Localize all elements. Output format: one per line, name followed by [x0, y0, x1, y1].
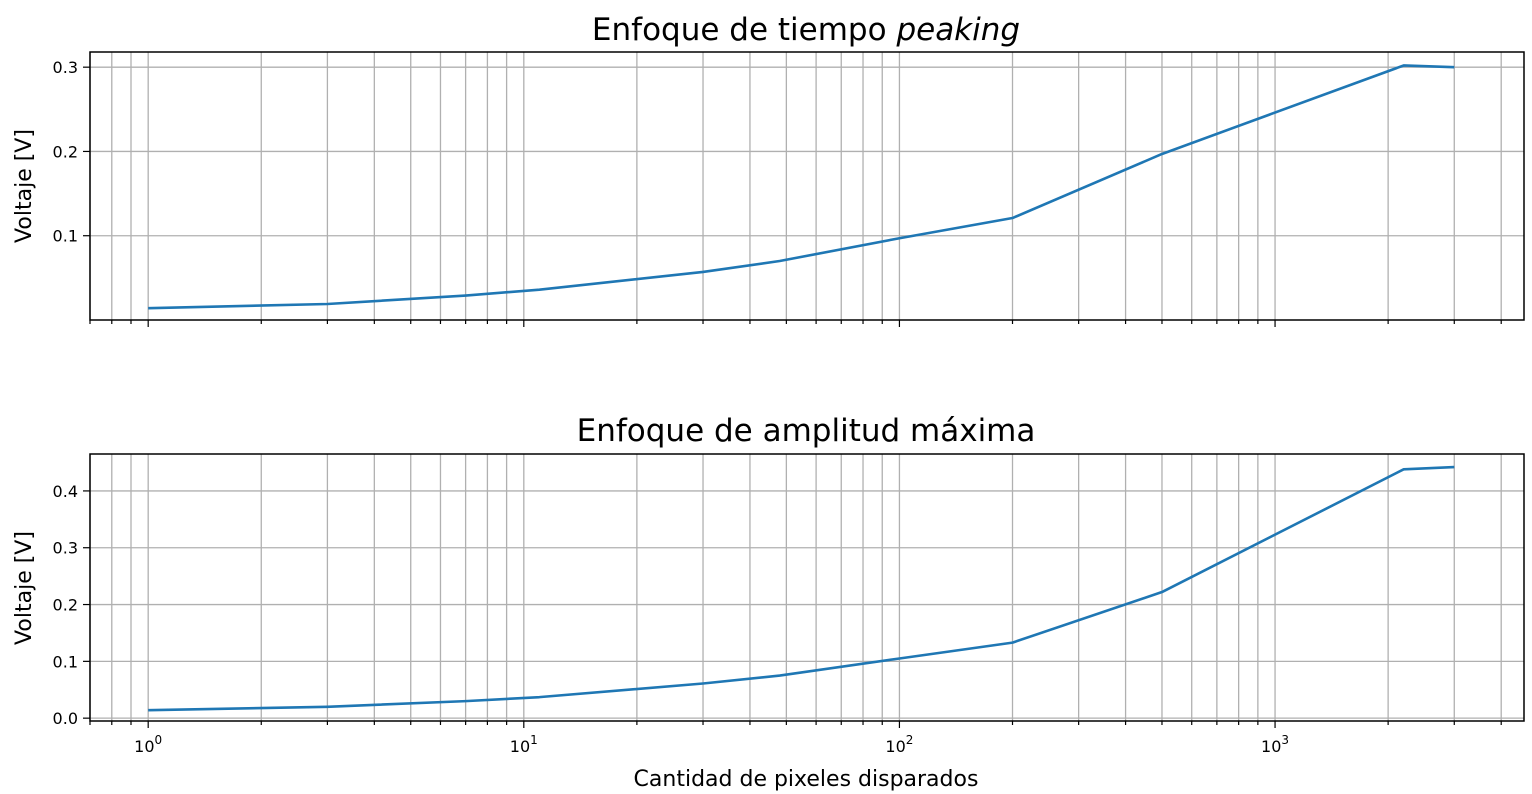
axis-ticks: 0.0 0.1 0.2 0.3 0.4 100 101 102 103: [53, 482, 1502, 756]
x-tick-label: 101: [510, 733, 538, 756]
grid: [89, 52, 1524, 320]
y-tick-label: 0.3: [53, 539, 78, 558]
chart-title-main: Enfoque de tiempo: [592, 12, 897, 48]
y-tick-label: 0.2: [53, 142, 78, 161]
x-tick-label: 103: [1261, 733, 1289, 756]
y-tick-label: 0.1: [53, 652, 78, 671]
x-tick-label: 102: [885, 733, 913, 756]
chart-title: Enfoque de amplitud máxima: [577, 413, 1036, 449]
x-axis-label: Cantidad de pixeles disparados: [634, 767, 979, 792]
y-tick-label: 0.0: [53, 709, 78, 728]
grid: [89, 454, 1524, 721]
y-axis-label: Voltaje [V]: [12, 129, 37, 243]
subplot-peaking: Enfoque de tiempo peaking 0.1 0.2 0.3 Volt…: [12, 12, 1525, 327]
y-tick-label: 0.3: [53, 58, 78, 77]
subplot-amplitude: Enfoque de amplitud máxima 0.00.10.20.30…: [12, 413, 1525, 756]
chart-title: Enfoque de tiempo peaking: [592, 12, 1020, 48]
plot-frame: [89, 453, 1525, 722]
y-tick-label: 0.4: [53, 482, 78, 501]
series-line: [148, 465, 1455, 712]
x-tick-label: 100: [134, 733, 162, 756]
axis-ticks: 0.1 0.2 0.3: [53, 58, 1502, 327]
plot-frame: [89, 51, 1525, 321]
y-tick-label: 0.1: [53, 227, 78, 246]
y-tick-label: 0.2: [53, 596, 78, 615]
y-axis-label: Voltaje [V]: [12, 531, 37, 645]
chart-title-emphasis: peaking: [895, 12, 1020, 48]
series-line: [148, 64, 1455, 310]
